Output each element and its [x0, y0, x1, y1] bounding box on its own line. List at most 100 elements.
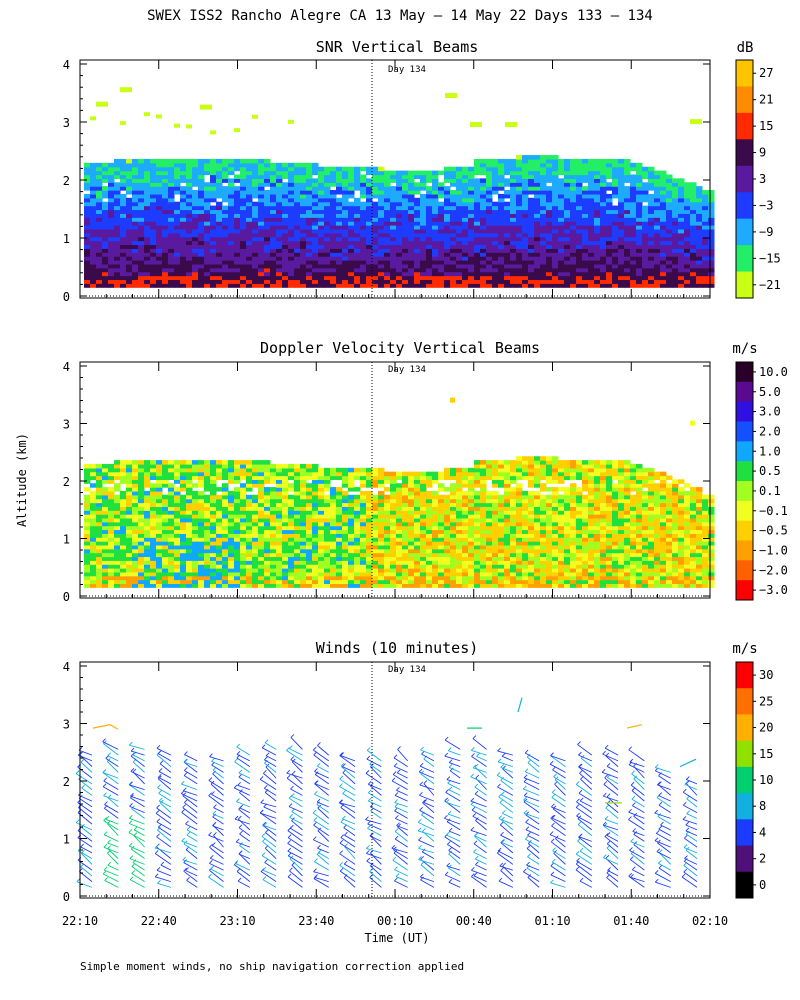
doppler-cell — [174, 510, 181, 515]
doppler-cell — [144, 506, 151, 511]
doppler-cell — [348, 571, 355, 577]
snr-cell — [252, 193, 259, 199]
snr-cell — [510, 279, 517, 284]
doppler-cell — [306, 498, 313, 504]
snr-cell — [522, 256, 529, 261]
snr-cell — [348, 279, 355, 284]
snr-cell — [192, 275, 199, 281]
snr-cell — [102, 279, 109, 284]
snr-cell — [384, 267, 391, 273]
snr-cell — [216, 271, 223, 277]
snr-cell — [162, 201, 169, 207]
snr-cell — [708, 263, 715, 269]
doppler-cell — [246, 567, 253, 573]
snr-cell — [372, 213, 379, 218]
doppler-cell — [264, 471, 271, 477]
snr-cell — [636, 259, 643, 265]
doppler-cell — [378, 548, 385, 554]
snr-cell — [408, 186, 415, 191]
snr-cell — [486, 248, 493, 253]
snr-cell — [498, 158, 505, 164]
doppler-cell — [258, 567, 265, 573]
snr-cell — [642, 252, 649, 257]
snr-cell — [546, 221, 553, 226]
snr-cell — [108, 193, 115, 199]
snr-cell — [516, 225, 523, 230]
doppler-cell — [210, 571, 217, 577]
doppler-cell — [354, 475, 361, 481]
snr-cell — [450, 174, 457, 179]
doppler-cell — [282, 544, 289, 550]
doppler-cell — [162, 564, 169, 569]
doppler-cell — [384, 583, 391, 588]
snr-cell — [468, 236, 475, 242]
doppler-cell — [240, 494, 247, 500]
doppler-cell — [150, 540, 157, 546]
snr-cell — [618, 279, 625, 284]
snr-cell — [486, 205, 493, 211]
snr-cell — [576, 228, 583, 234]
doppler-cell — [234, 494, 241, 500]
snr-cell — [180, 279, 187, 284]
snr-cell — [114, 267, 121, 273]
doppler-cell — [282, 521, 289, 527]
snr-cell — [690, 228, 697, 234]
snr-cell — [252, 256, 259, 261]
snr-cell — [126, 232, 133, 238]
snr-cell — [186, 158, 193, 164]
doppler-cell — [192, 483, 199, 488]
snr-cell — [516, 236, 523, 242]
doppler-cell — [210, 525, 217, 531]
doppler-cell — [366, 525, 373, 531]
snr-cell — [462, 240, 469, 246]
doppler-cell — [168, 498, 175, 504]
snr-cell — [210, 279, 217, 284]
snr-cell — [162, 174, 169, 179]
doppler-cell — [234, 583, 241, 588]
snr-cell — [210, 228, 217, 234]
snr-cell — [474, 240, 481, 246]
snr-cell — [390, 193, 397, 199]
doppler-cell — [372, 494, 379, 500]
snr-cell — [216, 232, 223, 238]
doppler-cell — [306, 490, 313, 496]
snr-cell — [312, 178, 319, 183]
doppler-cell — [348, 498, 355, 504]
snr-cell — [450, 275, 457, 281]
doppler-cell — [114, 502, 121, 507]
snr-cell — [240, 263, 247, 269]
doppler-cell — [156, 483, 163, 488]
doppler-cell — [102, 494, 109, 500]
snr-cell — [288, 259, 295, 265]
snr-cell — [510, 158, 517, 164]
doppler-cell — [300, 533, 307, 538]
snr-cell — [408, 174, 415, 179]
snr-cell — [354, 201, 361, 207]
snr-cell — [372, 205, 379, 211]
doppler-cell — [276, 575, 283, 581]
snr-cell — [612, 182, 619, 187]
doppler-cell — [360, 548, 367, 554]
doppler-cell — [132, 575, 139, 581]
doppler-cell — [276, 556, 283, 561]
doppler-cell — [240, 537, 247, 542]
doppler-cell — [330, 498, 337, 504]
snr-cell — [246, 221, 253, 226]
snr-cell — [468, 283, 475, 288]
doppler-cell — [222, 487, 229, 492]
snr-cell — [258, 221, 265, 226]
doppler-cell — [384, 560, 391, 565]
snr-cell — [354, 197, 361, 203]
snr-cell — [228, 190, 235, 195]
snr-cell — [138, 271, 145, 277]
doppler-cell — [288, 567, 295, 573]
snr-cell — [432, 267, 439, 273]
snr-cell — [240, 190, 247, 195]
doppler-cell — [108, 564, 115, 569]
doppler-cell — [114, 510, 121, 515]
snr-cell — [240, 205, 247, 211]
doppler-cell — [312, 510, 319, 515]
doppler-cell — [138, 467, 145, 473]
doppler-cell — [210, 487, 217, 492]
snr-cell — [174, 178, 181, 183]
